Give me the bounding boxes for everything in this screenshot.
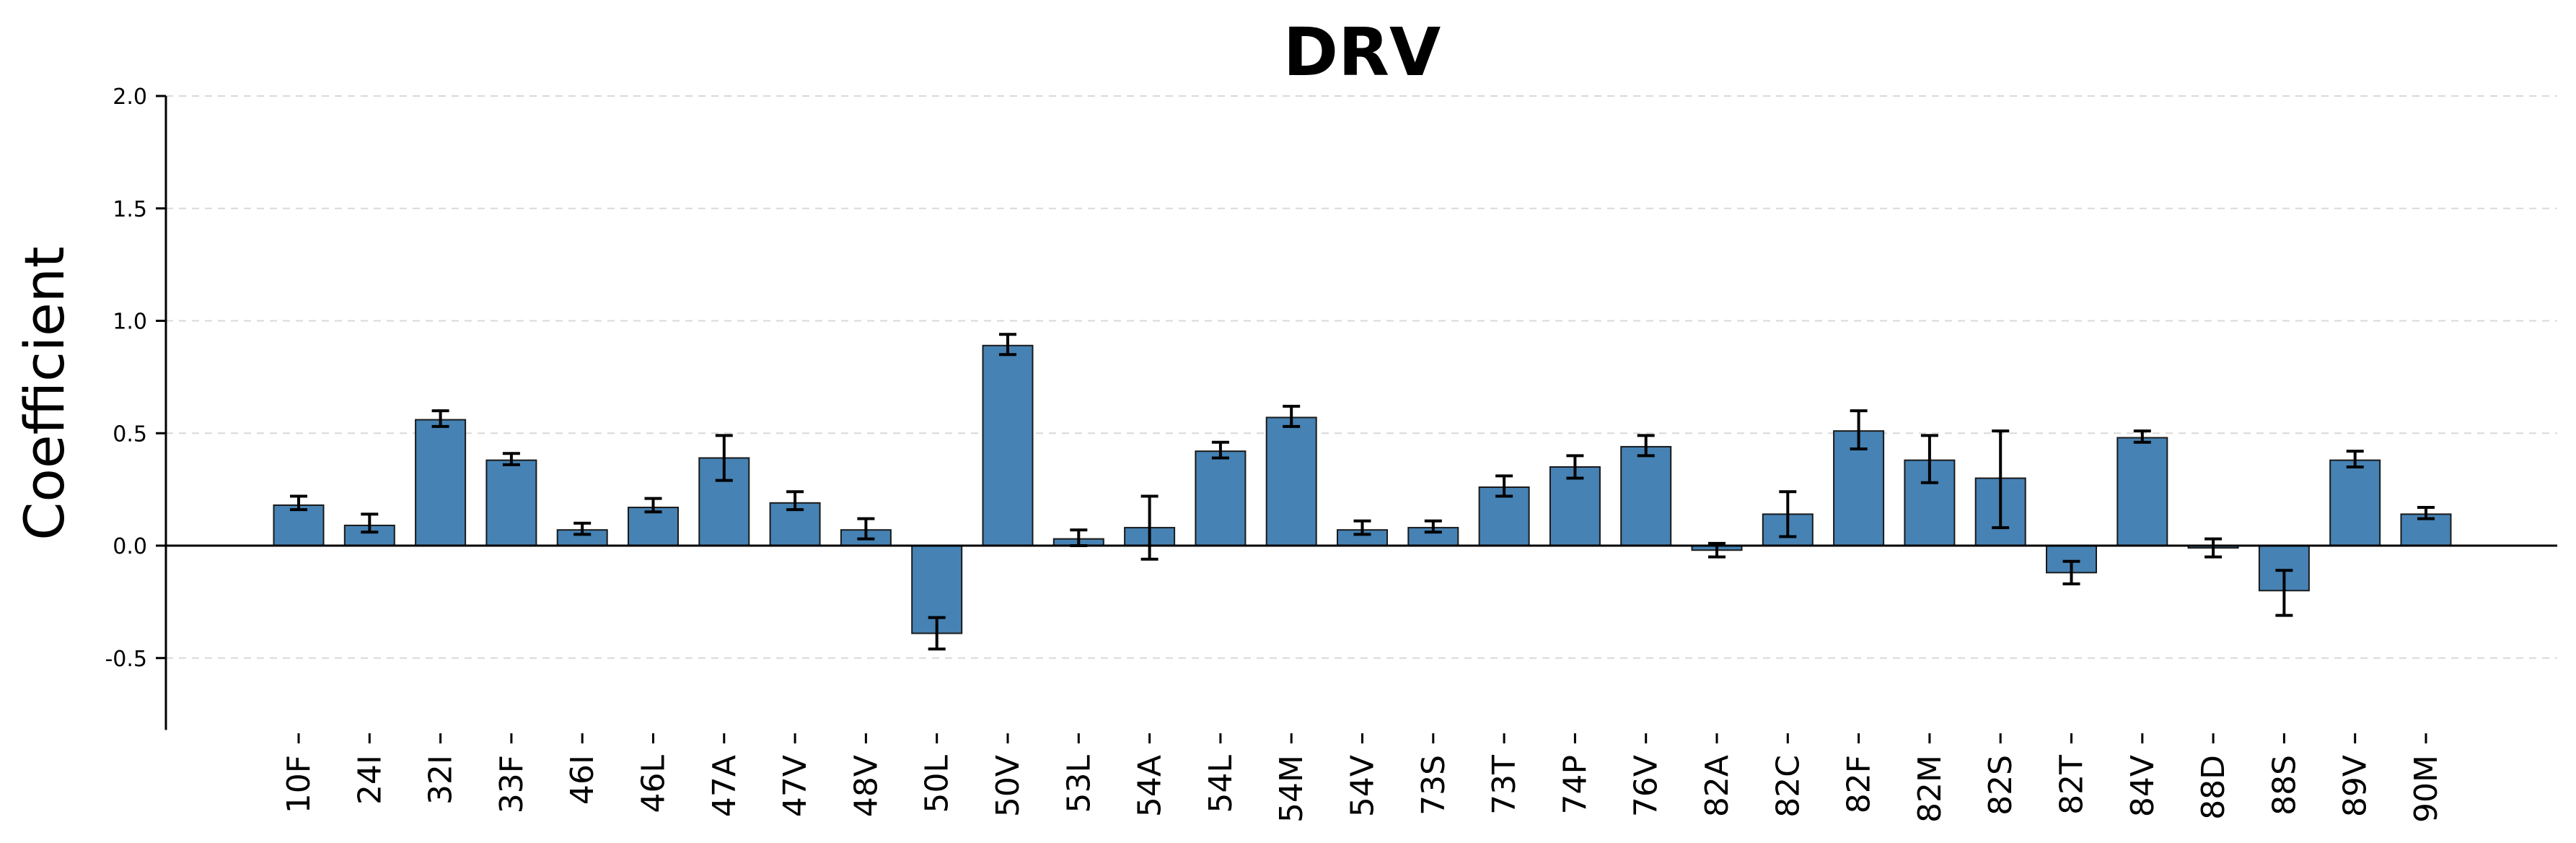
- x-tick-label: 82F: [1841, 755, 1878, 813]
- y-tick-label: 1.0: [113, 310, 147, 335]
- error-bar-73T: [1495, 474, 1513, 498]
- error-bar-54A: [1140, 494, 1159, 561]
- error-bar-89V: [2346, 450, 2364, 468]
- x-tick-label: 82C: [1770, 755, 1806, 818]
- x-tick-label: 54L: [1203, 755, 1239, 813]
- x-tick-label: 50V: [990, 755, 1027, 817]
- x-tick-label: 47A: [706, 755, 743, 817]
- bar-47A: [698, 457, 750, 547]
- bar-32I: [415, 419, 467, 546]
- x-tick-label: 84V: [2124, 755, 2161, 817]
- x-tick-label: 74P: [1557, 755, 1593, 815]
- bars: [273, 333, 2452, 651]
- x-tick-label: 89V: [2337, 755, 2374, 817]
- error-bar-54V: [1353, 519, 1371, 536]
- x-tick-label: 88S: [2266, 755, 2303, 816]
- y-tick-label: 1.5: [113, 197, 147, 222]
- x-tick-label: 50L: [919, 755, 956, 813]
- chart-title: DRV: [1283, 14, 1441, 91]
- y-tick-label: 0.5: [113, 422, 147, 447]
- x-tick-label: 82T: [2054, 755, 2091, 815]
- x-tick-label: 82S: [1982, 755, 2019, 816]
- error-bar-82C: [1779, 490, 1797, 538]
- y-tick-label: -0.5: [105, 647, 147, 672]
- bar-54L: [1195, 450, 1247, 546]
- error-bar-76V: [1637, 434, 1655, 458]
- error-bar-84V: [2133, 429, 2151, 444]
- x-tick-label: 54V: [1345, 755, 1381, 817]
- y-tick-label: 2.0: [113, 84, 147, 110]
- axes: [164, 96, 2557, 730]
- x-tick-label: 82M: [1912, 755, 1948, 823]
- x-tick-label: 54M: [1273, 755, 1310, 823]
- x-tick-label: 33F: [493, 755, 530, 813]
- grid: [166, 95, 2557, 659]
- error-bar-82M: [1920, 434, 1938, 484]
- x-tick-label: 73S: [1415, 755, 1452, 816]
- error-bar-32I: [431, 409, 449, 428]
- error-bar-46I: [573, 521, 592, 536]
- error-bar-90M: [2417, 506, 2435, 520]
- error-bar-33F: [502, 452, 520, 466]
- bar-50V: [982, 344, 1034, 546]
- x-tick-label: 46L: [636, 755, 672, 813]
- error-bar-88S: [2275, 569, 2293, 617]
- error-bar-82S: [1992, 429, 2010, 530]
- x-tick-label: 46I: [564, 755, 601, 805]
- y-axis-label: Coefficient: [12, 246, 76, 540]
- bar-33F: [485, 459, 537, 547]
- bar-84V: [2116, 437, 2168, 546]
- x-ticks: 10F 24I 32I 33F 46I 46L 47A 47V 48V 50L 50V 53L 54A 5…: [281, 733, 2445, 823]
- x-tick-label: 54A: [1132, 755, 1169, 817]
- x-tick-label: 73T: [1486, 755, 1523, 815]
- error-bar-74P: [1566, 454, 1584, 480]
- error-bar-88D: [2204, 537, 2223, 559]
- bar-89V: [2329, 459, 2381, 547]
- error-bar-82F: [1850, 409, 1868, 451]
- y-ticks: -0.5 0.0 0.5 1.0 1.5 2.0: [105, 84, 166, 672]
- bar-74P: [1549, 466, 1601, 546]
- error-bar-24I: [361, 512, 379, 534]
- x-tick-label: 90M: [2408, 755, 2445, 823]
- error-bar-47A: [715, 434, 733, 482]
- error-bar-50L: [928, 616, 946, 651]
- error-bar-73S: [1424, 519, 1442, 534]
- x-tick-label: 53L: [1060, 755, 1097, 813]
- x-tick-label: 76V: [1628, 755, 1665, 817]
- x-tick-label: 82A: [1699, 755, 1736, 817]
- y-tick-label: 0.0: [113, 534, 147, 559]
- x-tick-label: 88D: [2195, 755, 2232, 820]
- x-tick-label: 48V: [848, 755, 884, 817]
- error-bar-46L: [644, 497, 662, 514]
- bar-54M: [1265, 416, 1317, 546]
- bar-10F: [273, 504, 325, 546]
- error-bar-48V: [857, 517, 875, 541]
- x-tick-label: 47V: [777, 755, 814, 817]
- error-bar-47V: [786, 490, 804, 512]
- x-tick-label: 32I: [423, 755, 460, 805]
- error-bar-54M: [1283, 404, 1301, 428]
- error-bar-82T: [2062, 559, 2080, 585]
- error-bar-54L: [1211, 440, 1229, 460]
- error-bar-50V: [999, 333, 1016, 357]
- x-tick-label: 24I: [351, 755, 388, 805]
- x-tick-label: 10F: [281, 755, 317, 813]
- bar-76V: [1620, 445, 1672, 546]
- error-bar-10F: [290, 494, 307, 512]
